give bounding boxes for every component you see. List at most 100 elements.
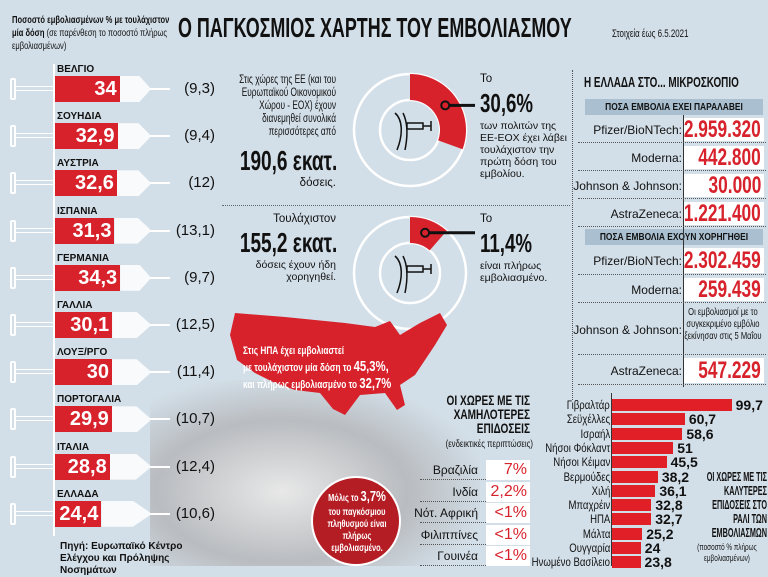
syringe-bar: 28,8 — [55, 453, 110, 480]
best-row: Νήσοι Κέιμαν 45,5 — [540, 455, 768, 469]
syringe-body — [109, 453, 150, 480]
plunger-icon — [10, 78, 16, 100]
eu-distributed-unit: δόσεις. — [299, 177, 336, 189]
best-title: ΟΙ ΧΩΡΕΣ ΜΕ ΤΙΣ ΚΑΛΥΤΕΡΕΣ ΕΠΙΔΟΣΕΙΣ ΣΤΟ … — [706, 469, 767, 540]
country-label: ΣΟΥΗΔΙΑ — [57, 111, 102, 123]
usa-map — [230, 313, 447, 415]
eu-given-value: 155,2 εκατ. — [239, 227, 337, 258]
plunger-rod — [16, 227, 54, 233]
eu-to-2: Το — [480, 213, 493, 225]
fully-vaccinated-value: (10,7) — [175, 410, 215, 428]
bar-value: 45,5 — [670, 454, 698, 471]
world-circle: Μόλις το 3,7% του παγκόσμιου πληθυσμού ε… — [311, 476, 401, 566]
best-row: Βερμούδες 38,2 — [540, 470, 768, 484]
best-row: Μπαχρέιν 32,8 — [540, 498, 768, 512]
fully-vaccinated-value: (12) — [188, 174, 215, 192]
percent-value: 7% — [486, 460, 530, 480]
vaccine-label: Johnson & Johnson: — [573, 179, 682, 193]
syringe-row: ΙΣΠΑΝΙΑ 31,3 (13,1) — [0, 206, 215, 253]
syringe-body — [119, 76, 150, 102]
source: Πηγή: Ευρωπαϊκό Κέντρο Ελέγχου και Πρόλη… — [60, 541, 183, 576]
arm-syringe-icon — [394, 255, 432, 294]
eu-pct-fully: 11,4% — [480, 228, 533, 258]
syringe-row: ΕΛΛΑΔΑ 24,4 (10,6) — [0, 489, 215, 536]
plunger-rod — [16, 133, 54, 139]
arm-syringe-icon — [394, 112, 432, 151]
bar-value: 24 — [644, 540, 661, 556]
country-label: Ινδία — [452, 484, 478, 499]
vaccine-count-text: 30.000 — [708, 172, 761, 199]
needle — [150, 465, 170, 468]
country-label: Νότ. Αφρική — [414, 506, 478, 520]
vaccine-label: Johnson & Johnson: — [573, 323, 682, 337]
fully-vaccinated-value: (9,4) — [184, 127, 215, 145]
needle — [150, 182, 170, 185]
country-label: Ηνωμένο Βασίλειο — [531, 555, 610, 570]
greece-row: Moderna: 442.800 — [578, 145, 766, 171]
bar — [612, 513, 652, 526]
plunger-rod — [16, 463, 54, 469]
eu-pct-first-dose-text: των πολιτών της ΕΕ-ΕΟΧ έχει λάβει τουλάχ… — [480, 120, 567, 180]
bar-value: 32,7 — [655, 511, 683, 528]
best-row: Γιβραλτάρ 99,7 — [540, 398, 768, 412]
lowest-row: Ινδία 2,2% — [420, 481, 530, 502]
country-label: Βερμούδες — [563, 469, 610, 484]
fully-vaccinated-value: (12,5) — [175, 316, 215, 333]
vaccine-label: Moderna: — [631, 283, 682, 297]
vaccine-count-text: 2.302.459 — [684, 247, 761, 274]
best-row: Σεϋχέλλες 60,7 — [540, 412, 768, 426]
needle — [150, 418, 170, 421]
needle — [150, 135, 170, 138]
country-label: ΒΕΛΓΙΟ — [57, 64, 95, 75]
eu-distributed-value: 190,6 εκατ. — [239, 145, 337, 176]
country-label: ΠΟΡΤΟΓΑΛΙΑ — [57, 394, 122, 406]
bar — [612, 470, 658, 483]
fully-vaccinated-value: (11,4) — [176, 363, 215, 381]
lowest-row: Γουινέα <1% — [420, 546, 530, 566]
fully-vaccinated-value: (9,7) — [184, 268, 215, 286]
bar — [612, 399, 732, 411]
country-label: Γουινέα — [437, 549, 478, 563]
vaccine-count-text: 547.229 — [698, 357, 761, 384]
panel-axis — [683, 115, 684, 387]
plunger-rod — [16, 322, 54, 327]
plunger-icon — [10, 266, 16, 289]
plunger-rod — [16, 510, 54, 516]
eu-distributed-text: Στις χώρες της ΕΕ (και του Ευρωπαϊκού Οι… — [239, 74, 336, 138]
country-label: ΓΑΛΛΙΑ — [57, 300, 93, 311]
country-label: Ισραήλ — [580, 426, 610, 441]
vaccine-label: Pfizer/BioNTech: — [593, 123, 682, 137]
greece-row: Moderna: 259.439 — [578, 277, 766, 303]
percent-value: <1% — [486, 546, 530, 566]
best-row: ΗΠΑ 32,7 — [540, 512, 768, 526]
vaccine-count-text: 2.959.320 — [684, 116, 761, 143]
bar — [612, 484, 656, 497]
country-label: ΗΠΑ — [589, 512, 610, 527]
page-title: Ο ΠΑΓΚΟΣΜΙΟΣ ΧΑΡΤΗΣ ΤΟΥ ΕΜΒΟΛΙΑΣΜΟΥ — [178, 12, 572, 43]
callout-dot — [440, 100, 451, 111]
bar-value: 23,8 — [644, 554, 672, 571]
vaccine-count: 2.302.459 — [684, 248, 764, 273]
best-row: Μάλτα 25,2 — [540, 527, 768, 541]
bar — [612, 413, 685, 426]
bar-value: 25,2 — [646, 525, 674, 542]
percent-value: 2,2% — [486, 481, 530, 502]
needle — [150, 324, 170, 326]
callout-dot — [420, 227, 431, 238]
plunger-icon — [10, 125, 16, 148]
given-header: ΠΟΣΑ ΕΜΒΟΛΙΑ ΕΧΟΥΝ ΧΟΡΗΓΗΘΕΙ — [585, 229, 763, 245]
syringe-row: ΑΥΣΤΡΙΑ 32,6 (12) — [0, 158, 215, 205]
plunger-icon — [10, 455, 16, 478]
country-label: Φιλιππίνες — [420, 527, 478, 542]
syringe-body — [120, 264, 150, 291]
bar-value: 36,1 — [659, 482, 687, 499]
bar — [612, 527, 643, 540]
vaccine-label: Pfizer/BioNTech: — [593, 254, 682, 268]
country-label: Χιλή — [591, 483, 610, 498]
best-axis — [611, 393, 612, 566]
country-label: ΕΛΛΑΔΑ — [57, 488, 99, 500]
vaccine-count-text: 259.439 — [698, 276, 761, 303]
vaccine-label: AstraZeneca: — [610, 364, 682, 378]
plunger-icon — [10, 219, 16, 242]
greece-row: Pfizer/BioNTech: 2.302.459 — [578, 247, 766, 275]
